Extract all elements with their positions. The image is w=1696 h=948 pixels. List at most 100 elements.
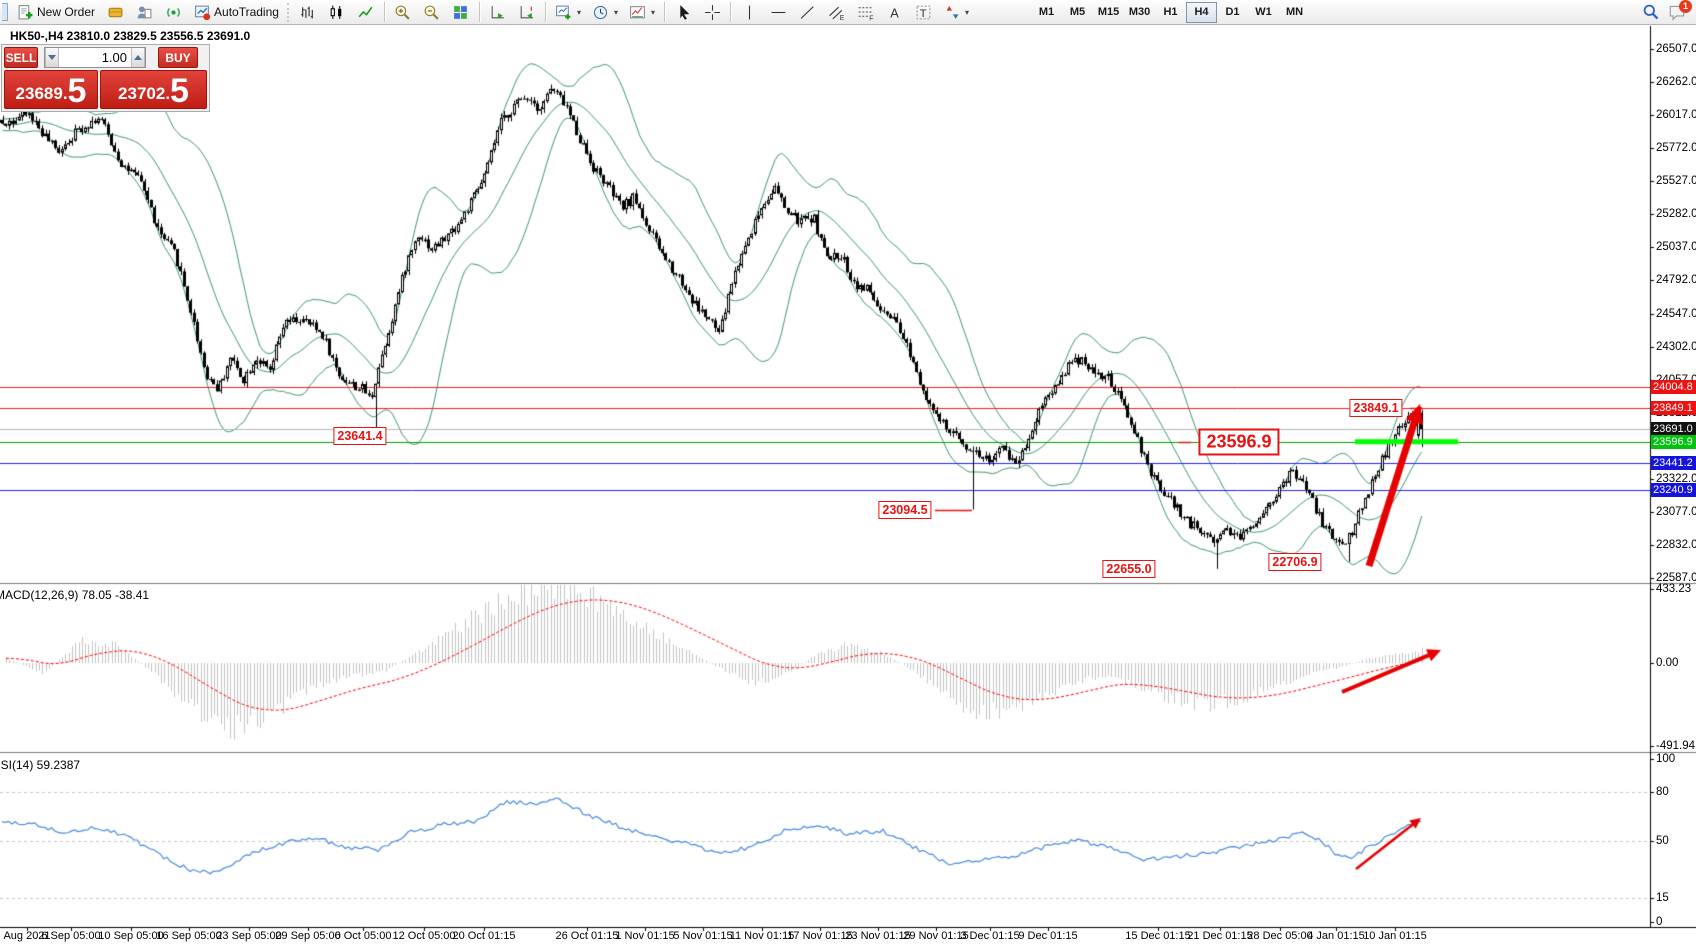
time-axis-label: 5 Nov 01:15 xyxy=(673,930,733,942)
tile-windows-button[interactable] xyxy=(447,1,475,24)
notification-badge: 1 xyxy=(1679,0,1692,13)
price-level-tag: 23691.0 xyxy=(1651,422,1696,437)
horizontal-line-tool-button[interactable] xyxy=(764,1,792,24)
fibonacci-tool-button[interactable]: F xyxy=(851,1,879,24)
gold-icon xyxy=(106,4,124,21)
timeframe-button-m1[interactable]: M1 xyxy=(1038,6,1055,18)
arrows-tool-button[interactable]: ▾ xyxy=(938,1,974,24)
zoom-in-icon xyxy=(394,4,412,21)
trendline-tool-button[interactable] xyxy=(793,1,821,24)
volume-decrease-button[interactable] xyxy=(45,48,59,67)
time-axis-label: 3 Dec 01:15 xyxy=(960,930,1020,942)
time-axis-label: 6 Sep 05:00 xyxy=(41,930,101,942)
text-tool-button[interactable]: A xyxy=(880,1,908,24)
auto-scroll-button[interactable] xyxy=(484,1,512,24)
timeframe-button-m30[interactable]: M30 xyxy=(1128,6,1151,18)
timeframe-button-h4[interactable]: H4 xyxy=(1186,1,1218,23)
volume-input[interactable] xyxy=(59,48,131,67)
price-callout[interactable]: 23641.4 xyxy=(333,426,387,445)
rsi-indicator-label: RSI(14) 59.2387 xyxy=(0,758,81,772)
signals-button[interactable] xyxy=(159,1,187,24)
crosshair-tool-button[interactable] xyxy=(698,1,726,24)
arrow-shapes-icon xyxy=(943,4,961,21)
rsi-tick-label: 0 xyxy=(1656,916,1663,928)
new-order-button[interactable]: New Order xyxy=(11,1,100,24)
period-button[interactable]: ▾ xyxy=(587,1,623,24)
time-axis-label: 17 Nov 01:15 xyxy=(787,930,853,942)
time-axis-label: 28 Dec 05:00 xyxy=(1247,930,1313,942)
volume-spinner xyxy=(44,47,146,68)
price-level-tag: 23441.2 xyxy=(1651,455,1696,470)
price-tick-label: 26507.0 xyxy=(1656,43,1696,55)
price-level-tag: 23596.9 xyxy=(1651,434,1696,449)
zoom-out-button[interactable] xyxy=(418,1,446,24)
zoom-out-icon xyxy=(423,4,441,21)
toolbar-grip xyxy=(286,2,289,22)
price-tick-label: 26017.0 xyxy=(1656,109,1696,122)
sell-price-display[interactable]: 23689. 5 xyxy=(4,70,98,109)
templates-button[interactable]: ▾ xyxy=(624,1,660,24)
cursor-tool-button[interactable] xyxy=(669,1,697,24)
timeframe-button-mn[interactable]: MN xyxy=(1285,6,1304,18)
price-level-tag: 23849.1 xyxy=(1651,400,1696,415)
chart-shift-button[interactable] xyxy=(513,1,541,24)
chevron-down-icon xyxy=(48,55,56,60)
price-callout[interactable]: 23094.5 xyxy=(878,500,932,519)
bar-chart-icon xyxy=(299,4,317,21)
macd-indicator-label: MACD(12,26,9) 78.05 -38.41 xyxy=(0,588,150,602)
svg-text:E: E xyxy=(839,14,844,20)
svg-text:F: F xyxy=(869,15,873,21)
text-a-icon: A xyxy=(885,4,903,21)
search-icon[interactable] xyxy=(1642,4,1660,21)
price-callout[interactable]: 23596.9 xyxy=(1198,428,1280,456)
buy-price-display[interactable]: 23702. 5 xyxy=(100,70,207,109)
timeframe-toolbar: M1 M5 M15 M30 H1 H4 D1 W1 MN xyxy=(1031,1,1310,23)
timeframe-button-m5[interactable]: M5 xyxy=(1069,6,1086,18)
profile-button[interactable] xyxy=(130,1,158,24)
time-axis-label: 10 Sep 05:00 xyxy=(98,930,164,942)
notifications-icon[interactable]: 1 xyxy=(1668,0,1692,21)
new-chart-button[interactable]: ▾ xyxy=(550,1,586,24)
time-axis-label: 1 Nov 01:15 xyxy=(615,930,675,942)
sell-button[interactable]: SELL xyxy=(4,47,38,68)
clock-icon xyxy=(592,4,610,21)
new-order-label: New Order xyxy=(37,5,96,19)
auto-scroll-icon xyxy=(489,4,507,21)
timeframe-button-m15[interactable]: M15 xyxy=(1097,6,1120,18)
price-tick-label: 24547.0 xyxy=(1656,307,1696,320)
price-callout[interactable]: 22655.0 xyxy=(1102,559,1156,578)
vertical-line-tool-button[interactable] xyxy=(735,1,763,24)
rsi-tick-label: 50 xyxy=(1656,835,1669,847)
dropdown-caret: ▾ xyxy=(613,7,618,17)
dropdown-caret: ▾ xyxy=(576,7,581,17)
bar-chart-button[interactable] xyxy=(294,1,322,24)
timeframe-button-w1[interactable]: W1 xyxy=(1255,6,1272,18)
cursor-icon xyxy=(674,4,692,21)
text-label-tool-button[interactable]: T xyxy=(909,1,937,24)
line-chart-button[interactable] xyxy=(352,1,380,24)
time-axis-label: 21 Dec 01:15 xyxy=(1187,930,1253,942)
channel-tool-button[interactable]: E xyxy=(822,1,850,24)
deposit-button[interactable] xyxy=(101,1,129,24)
price-callout[interactable]: 22706.9 xyxy=(1268,552,1322,571)
svg-text:A: A xyxy=(890,5,899,20)
svg-text:T: T xyxy=(919,7,926,19)
volume-increase-button[interactable] xyxy=(131,48,145,67)
autotrading-button[interactable]: AutoTrading xyxy=(188,1,284,24)
zoom-in-button[interactable] xyxy=(389,1,417,24)
macd-tick-label: 0.00 xyxy=(1656,657,1679,669)
time-axis-label: 26 Oct 01:15 xyxy=(555,930,619,942)
horizontal-line-icon xyxy=(769,4,787,21)
dropdown-caret: ▾ xyxy=(965,7,970,17)
buy-button[interactable]: BUY xyxy=(158,47,198,68)
chevron-up-icon xyxy=(134,55,142,60)
time-axis-label: 29 Nov 01:15 xyxy=(903,930,969,942)
new-order-icon xyxy=(16,4,34,21)
timeframe-button-d1[interactable]: D1 xyxy=(1225,6,1240,18)
time-axis-label: 23 Nov 01:15 xyxy=(845,930,911,942)
timeframe-button-h1[interactable]: H1 xyxy=(1163,6,1178,18)
candlestick-chart-button[interactable] xyxy=(323,1,351,24)
clipped-icon xyxy=(2,3,8,21)
price-callout[interactable]: 23849.1 xyxy=(1349,398,1403,417)
